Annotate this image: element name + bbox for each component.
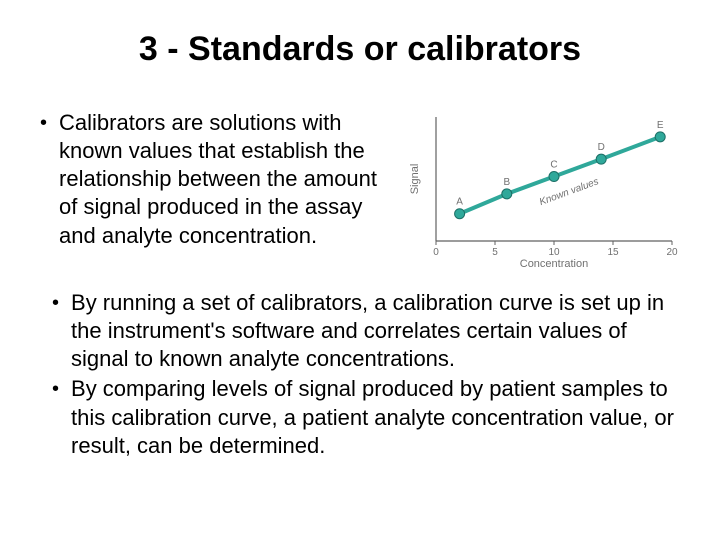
bullet-1-text: Calibrators are solutions with known val… [59,109,390,250]
svg-text:Signal: Signal [409,164,421,195]
bullet-3: • By comparing levels of signal produced… [52,375,680,459]
svg-text:15: 15 [607,247,619,258]
svg-text:0: 0 [433,247,439,258]
svg-text:A: A [456,197,463,208]
svg-text:Concentration: Concentration [520,258,589,269]
page-title: 3 - Standards or calibrators [40,30,680,69]
svg-text:10: 10 [548,247,560,258]
bullet-2-text: By running a set of calibrators, a calib… [71,289,680,373]
svg-text:20: 20 [666,247,678,258]
chart-svg: 05101520SignalConcentrationABCDEKnown va… [400,109,680,269]
svg-text:5: 5 [492,247,498,258]
svg-text:C: C [550,160,557,171]
calibration-chart: 05101520SignalConcentrationABCDEKnown va… [400,109,680,269]
lower-bullets: • By running a set of calibrators, a cal… [40,289,680,460]
bullet-dot-icon: • [52,289,59,315]
svg-text:E: E [657,120,664,131]
bullet-2: • By running a set of calibrators, a cal… [52,289,680,373]
svg-text:B: B [503,177,510,188]
bullet-dot-icon: • [52,375,59,401]
bullet-1: • Calibrators are solutions with known v… [40,109,390,250]
bullet-dot-icon: • [40,109,47,135]
bullet-3-text: By comparing levels of signal produced b… [71,375,680,459]
svg-text:D: D [598,142,605,153]
top-row: • Calibrators are solutions with known v… [40,109,680,269]
